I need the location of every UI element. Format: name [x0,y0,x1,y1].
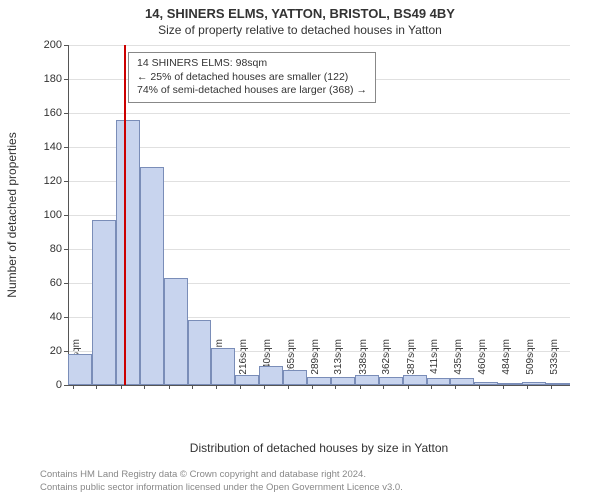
y-tick-label: 160 [44,107,62,119]
y-tick-label: 100 [44,209,62,221]
footer-text: Contains HM Land Registry data © Crown c… [40,469,403,494]
y-tick-label: 80 [50,243,62,255]
y-tick-label: 0 [56,379,62,391]
x-axis-line [68,385,570,386]
y-tick-label: 120 [44,175,62,187]
histogram-bar [235,375,259,385]
histogram-bar [522,382,546,385]
histogram-bar [546,383,570,385]
y-tick-label: 200 [44,39,62,51]
histogram-bar [474,382,498,385]
annotation-box: 14 SHINERS ELMS: 98sqm ← 25% of detached… [128,52,376,103]
footer-line1: Contains HM Land Registry data © Crown c… [40,469,403,481]
histogram-bar [140,167,164,385]
histogram-bar [450,378,474,385]
y-tick-label: 20 [50,345,62,357]
histogram-bar [379,377,403,386]
y-tick-label: 180 [44,73,62,85]
histogram-bar [188,320,212,385]
chart-container: 14, SHINERS ELMS, YATTON, BRISTOL, BS49 … [0,0,600,500]
y-tick-label: 60 [50,277,62,289]
x-axis-label: Distribution of detached houses by size … [68,441,570,455]
reference-line [124,45,126,385]
histogram-bar [116,120,140,385]
y-tick-label: 140 [44,141,62,153]
histogram-bar [403,375,427,385]
y-tick-label: 40 [50,311,62,323]
x-tick-label: 484sqm [501,339,512,389]
footer-line2: Contains public sector information licen… [40,482,403,494]
annotation-line1: 14 SHINERS ELMS: 98sqm [137,57,367,71]
chart-title: 14, SHINERS ELMS, YATTON, BRISTOL, BS49 … [0,0,600,21]
grid-line [68,45,570,46]
histogram-bar [331,377,355,386]
histogram-bar [92,220,116,385]
histogram-bar [164,278,188,385]
histogram-bar [68,354,92,385]
annotation-line2: ← 25% of detached houses are smaller (12… [137,71,367,85]
chart-subtitle: Size of property relative to detached ho… [0,21,600,37]
y-axis-line [68,45,69,385]
annotation-line3: 74% of semi-detached houses are larger (… [137,84,367,98]
histogram-bar [259,366,283,385]
grid-line [68,147,570,148]
x-tick-label: 533sqm [549,339,560,389]
histogram-bar [283,370,307,385]
grid-line [68,113,570,114]
histogram-bar [307,377,331,386]
histogram-bar [355,375,379,385]
histogram-bar [427,378,451,385]
histogram-bar [498,383,522,385]
histogram-bar [211,348,235,385]
y-axis-label: Number of detached properties [5,132,19,297]
